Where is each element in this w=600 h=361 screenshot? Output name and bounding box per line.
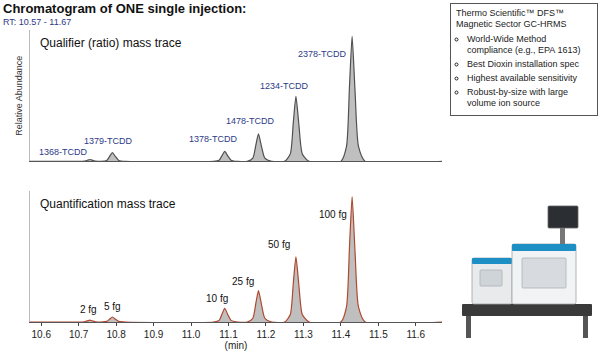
html-text:Chromatogram of ONE single inj: Chromatogram of ONE single injection: <box>3 1 247 16</box>
html-text:Robust-by-size with large volu: Robust-by-size with large volume ion sou… <box>467 87 568 108</box>
svg-text:5 fg: 5 fg <box>104 301 121 312</box>
svg-text:(min): (min) <box>225 340 248 351</box>
svg-text:10.9: 10.9 <box>144 329 164 340</box>
svg-text:Relative Abundance: Relative Abundance <box>14 56 24 136</box>
svg-text:1234-TCDD: 1234-TCDD <box>260 81 309 91</box>
svg-text:1478-TCDD: 1478-TCDD <box>226 116 275 126</box>
svg-text:Qualifier (ratio) mass trace: Qualifier (ratio) mass trace <box>40 36 182 50</box>
svg-text:10.6: 10.6 <box>32 329 52 340</box>
svg-text:50 fg: 50 fg <box>268 239 290 250</box>
svg-text:25 fg: 25 fg <box>232 276 254 287</box>
svg-text:1368-TCDD: 1368-TCDD <box>39 147 88 157</box>
svg-text:11.4: 11.4 <box>332 329 351 340</box>
svg-text:1379-TCDD: 1379-TCDD <box>84 136 133 146</box>
svg-text:11.5: 11.5 <box>369 329 388 340</box>
html-text:Thermo Scientific™ DFS™ Magnet: Thermo Scientific™ DFS™ Magnetic Sector … <box>456 8 567 29</box>
svg-text:10.8: 10.8 <box>106 329 126 340</box>
svg-text:11.6: 11.6 <box>406 329 425 340</box>
html-text:World-Wide Method compliance (: World-Wide Method compliance (e.g., EPA … <box>467 34 581 55</box>
html-text:Highest available sensitivity: Highest available sensitivity <box>467 73 578 83</box>
svg-text:11.0: 11.0 <box>182 329 201 340</box>
svg-text:1378-TCDD: 1378-TCDD <box>189 134 238 144</box>
svg-text:11.3: 11.3 <box>294 329 313 340</box>
svg-text:2 fg: 2 fg <box>80 304 97 315</box>
svg-text:Quantification mass trace: Quantification mass trace <box>40 197 176 211</box>
svg-text:10 fg: 10 fg <box>206 293 228 304</box>
html-text:Best Dioxin installation spec: Best Dioxin installation spec <box>467 59 580 69</box>
svg-text:100 fg: 100 fg <box>319 209 347 220</box>
svg-text:11.1: 11.1 <box>219 329 238 340</box>
svg-text:10.7: 10.7 <box>69 329 89 340</box>
html-text:RT: 10.57 - 11.67: RT: 10.57 - 11.67 <box>3 17 72 27</box>
svg-text:2378-TCDD: 2378-TCDD <box>298 49 347 59</box>
svg-text:11.2: 11.2 <box>257 329 276 340</box>
